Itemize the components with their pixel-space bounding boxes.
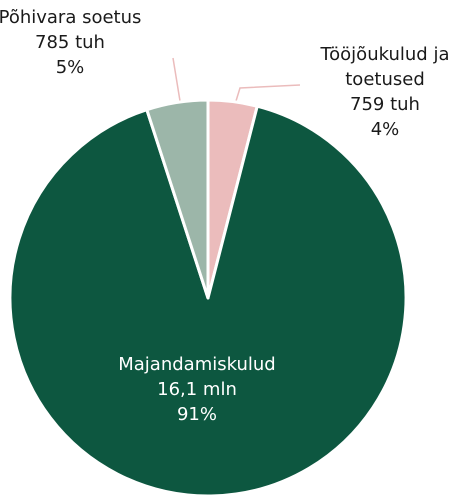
slice-percent: 4%: [370, 119, 400, 140]
slice-name: Tööjõukulud ja toetused: [320, 44, 450, 90]
slice-percent: 91%: [176, 404, 217, 425]
slice-amount: 759 tuh: [350, 94, 420, 115]
pie-slice: [8, 104, 408, 497]
leader-line: [235, 84, 301, 102]
slice-amount: 785 tuh: [35, 32, 105, 53]
slice-label: Tööjõukulud ja toetused 759 tuh 4%: [300, 42, 458, 142]
slice-label: Põhivara soetus 785 tuh 5%: [0, 5, 150, 80]
slice-name: Majandamiskulud: [118, 354, 276, 375]
leader-line: [172, 57, 181, 102]
slice-percent: 5%: [55, 57, 85, 78]
slice-amount: 16,1 mln: [157, 379, 237, 400]
pie-slice: [145, 98, 210, 300]
slice-label: Majandamiskulud 16,1 mln 91%: [92, 352, 302, 427]
slice-name: Põhivara soetus: [0, 7, 142, 28]
